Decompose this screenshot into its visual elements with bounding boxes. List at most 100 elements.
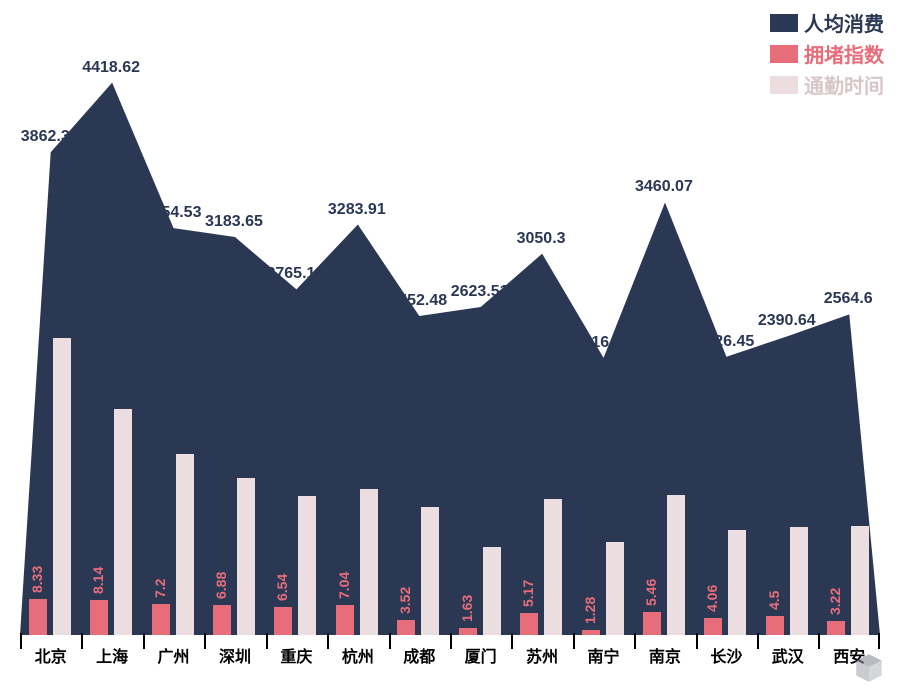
x-axis-cell: 苏州 <box>511 637 572 671</box>
x-axis-cell: 厦门 <box>450 637 511 671</box>
x-axis-label: 成都 <box>403 637 435 667</box>
x-axis: 北京上海广州深圳重庆杭州成都厦门苏州南宁南京长沙武汉西安 <box>20 637 880 671</box>
x-tick <box>818 633 820 649</box>
bar: 5.46 <box>643 612 661 635</box>
bar-value-label: 31.54 <box>544 458 560 493</box>
bar-group: 6.88 36.52 <box>204 10 263 635</box>
x-axis-cell: 深圳 <box>204 637 265 671</box>
bar-value-label: 29.88 <box>421 466 437 501</box>
bar-group: 5.46 32.67 <box>634 10 693 635</box>
bar-group: 5.17 31.54 <box>511 10 570 635</box>
bar-value-label: 25.15 <box>790 486 806 521</box>
bar-group: 3.22 25.37 <box>818 10 877 635</box>
bar: 3.22 <box>827 621 845 635</box>
bar: 5.17 <box>520 613 538 635</box>
column: 2765.166.5432.45 <box>266 10 327 635</box>
x-axis-cell: 武汉 <box>757 637 818 671</box>
bar-group: 7.04 34.03 <box>327 10 386 635</box>
bar: 7.04 <box>336 605 354 635</box>
x-axis-label: 深圳 <box>219 637 251 667</box>
bar-value-label: 4.5 <box>766 590 782 609</box>
bar: 4.06 <box>704 618 722 635</box>
bar-group: 1.28 21.54 <box>573 10 632 635</box>
bar-value-label: 32.45 <box>298 455 314 490</box>
column: 3254.537.242.15 <box>143 10 204 635</box>
x-axis-cell: 北京 <box>20 637 81 671</box>
x-axis-label: 北京 <box>35 637 67 667</box>
city-metrics-chart: 3862.358.3369.214418.628.1452.643254.537… <box>0 0 900 695</box>
bar: 69.21 <box>53 338 71 635</box>
bar-value-label: 1.63 <box>459 595 475 622</box>
bar-group: 8.14 52.64 <box>81 10 140 635</box>
x-axis-cell: 南京 <box>634 637 695 671</box>
bar-value-label: 32.67 <box>667 454 683 489</box>
bar: 34.03 <box>360 489 378 635</box>
bar-value-label: 21.54 <box>606 501 622 536</box>
bar-value-label: 3.52 <box>397 587 413 614</box>
x-axis-label: 南京 <box>649 637 681 667</box>
legend-label: 通勤时间 <box>804 70 884 99</box>
bar: 32.45 <box>298 496 316 635</box>
legend-item: 拥堵指数 <box>770 39 884 68</box>
bar-group: 3.52 29.88 <box>389 10 448 635</box>
legend-item: 人均消费 <box>770 8 884 37</box>
column: 3050.35.1731.54 <box>511 10 572 635</box>
column: 4418.628.1452.64 <box>81 10 142 635</box>
column: 2216.891.2821.54 <box>573 10 634 635</box>
bar: 4.5 <box>766 616 784 635</box>
x-axis-label: 南宁 <box>588 637 620 667</box>
x-axis-cell: 杭州 <box>327 637 388 671</box>
legend-swatch <box>770 76 798 94</box>
bar: 1.63 <box>459 628 477 635</box>
column: 2564.63.2225.37 <box>818 10 879 635</box>
bar-group: 6.5432.45 <box>266 10 325 635</box>
bar: 36.52 <box>237 478 255 635</box>
x-tick <box>878 633 880 649</box>
bar: 20.38 <box>483 547 501 635</box>
x-axis-cell: 成都 <box>389 637 450 671</box>
bar-value-label: 5.17 <box>520 580 536 607</box>
bar: 7.2 <box>152 604 170 635</box>
x-axis-label: 广州 <box>158 637 190 667</box>
column: 3183.656.8836.52 <box>204 10 265 635</box>
bar-group: 8.3369.21 <box>20 10 79 635</box>
bar: 3.52 <box>397 620 415 635</box>
legend-swatch <box>770 14 798 32</box>
column: 2623.511.6320.38 <box>450 10 511 635</box>
bar-value-label: 6.88 <box>213 572 229 599</box>
bar-group: 4.5 25.15 <box>757 10 816 635</box>
bar: 8.14 <box>90 600 108 635</box>
x-tick <box>327 633 329 649</box>
bar: 42.15 <box>176 454 194 635</box>
bar: 32.67 <box>667 495 685 635</box>
column: 2226.454.0624.52 <box>696 10 757 635</box>
x-tick <box>450 633 452 649</box>
bar-value-label: 52.64 <box>114 368 130 403</box>
x-axis-label: 苏州 <box>526 637 558 667</box>
bar-value-label: 42.15 <box>176 413 192 448</box>
bar-value-label: 25.37 <box>851 485 867 520</box>
x-tick <box>389 633 391 649</box>
legend-label: 人均消费 <box>804 8 884 37</box>
column: 3283.917.0434.03 <box>327 10 388 635</box>
x-tick <box>204 633 206 649</box>
legend-item: 通勤时间 <box>770 70 884 99</box>
x-tick <box>511 633 513 649</box>
legend-label: 拥堵指数 <box>804 39 884 68</box>
x-tick <box>143 633 145 649</box>
x-tick <box>634 633 636 649</box>
column: 3862.358.3369.21 <box>20 10 81 635</box>
bar-value-label: 8.14 <box>90 567 106 594</box>
bar: 1.28 <box>582 630 600 636</box>
bar: 25.15 <box>790 527 808 635</box>
x-axis-label: 厦门 <box>465 637 497 667</box>
bar: 52.64 <box>114 409 132 635</box>
bar: 6.88 <box>213 605 231 635</box>
bar: 31.54 <box>544 499 562 635</box>
bar-value-label: 4.06 <box>704 584 720 611</box>
x-tick <box>266 633 268 649</box>
columns: 3862.358.3369.214418.628.1452.643254.537… <box>20 10 880 635</box>
x-axis-label: 长沙 <box>710 637 742 667</box>
x-axis-cell: 重庆 <box>266 637 327 671</box>
bar-value-label: 7.2 <box>152 579 168 598</box>
